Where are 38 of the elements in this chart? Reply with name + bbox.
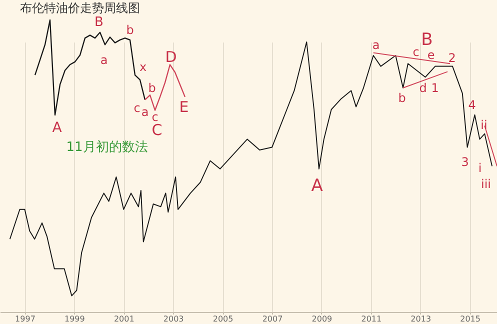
annotation: i: [478, 161, 482, 175]
annotation: 2: [448, 51, 456, 65]
x-tick-label: 1997: [15, 314, 36, 324]
annotation: b: [148, 81, 156, 95]
x-tick-label: 2007: [262, 314, 283, 324]
annotation: b: [398, 91, 406, 105]
x-tick-label: 2001: [114, 314, 134, 324]
x-tick-label: 1999: [64, 314, 85, 324]
annotation: 3: [461, 155, 469, 169]
x-tick-label: 2015: [460, 314, 480, 324]
annotation: ii: [480, 118, 488, 132]
annotation: c: [152, 110, 158, 124]
annotation: iii: [480, 177, 492, 191]
x-tick-label: 2003: [163, 314, 184, 324]
annotation: a: [141, 105, 149, 119]
annotation: 1: [431, 81, 439, 95]
annotation: A: [52, 120, 62, 136]
annotation: B: [94, 15, 104, 30]
annotation: a: [372, 38, 380, 52]
chart-title: 布伦特油价走势周线图: [20, 1, 140, 15]
x-tick-label: 2009: [312, 314, 332, 324]
x-tick-label: 2005: [212, 314, 234, 324]
x-tick-label: 2011: [361, 314, 382, 324]
annotation: c: [134, 101, 140, 115]
annotation: c: [412, 45, 420, 59]
annotation: C: [152, 121, 162, 139]
annotation: d: [419, 81, 427, 95]
annotation: 4: [468, 98, 476, 112]
annotation: a: [100, 53, 108, 67]
annotation: 11月初的数法: [66, 140, 148, 155]
annotation: b: [126, 23, 134, 37]
annotation: B: [421, 30, 433, 50]
x-tick-label: 2013: [410, 314, 432, 324]
annotation: A: [311, 176, 324, 196]
annotation: E: [179, 98, 189, 116]
annotation: e: [427, 48, 435, 62]
annotation: x: [139, 60, 147, 74]
annotation: D: [165, 48, 177, 66]
